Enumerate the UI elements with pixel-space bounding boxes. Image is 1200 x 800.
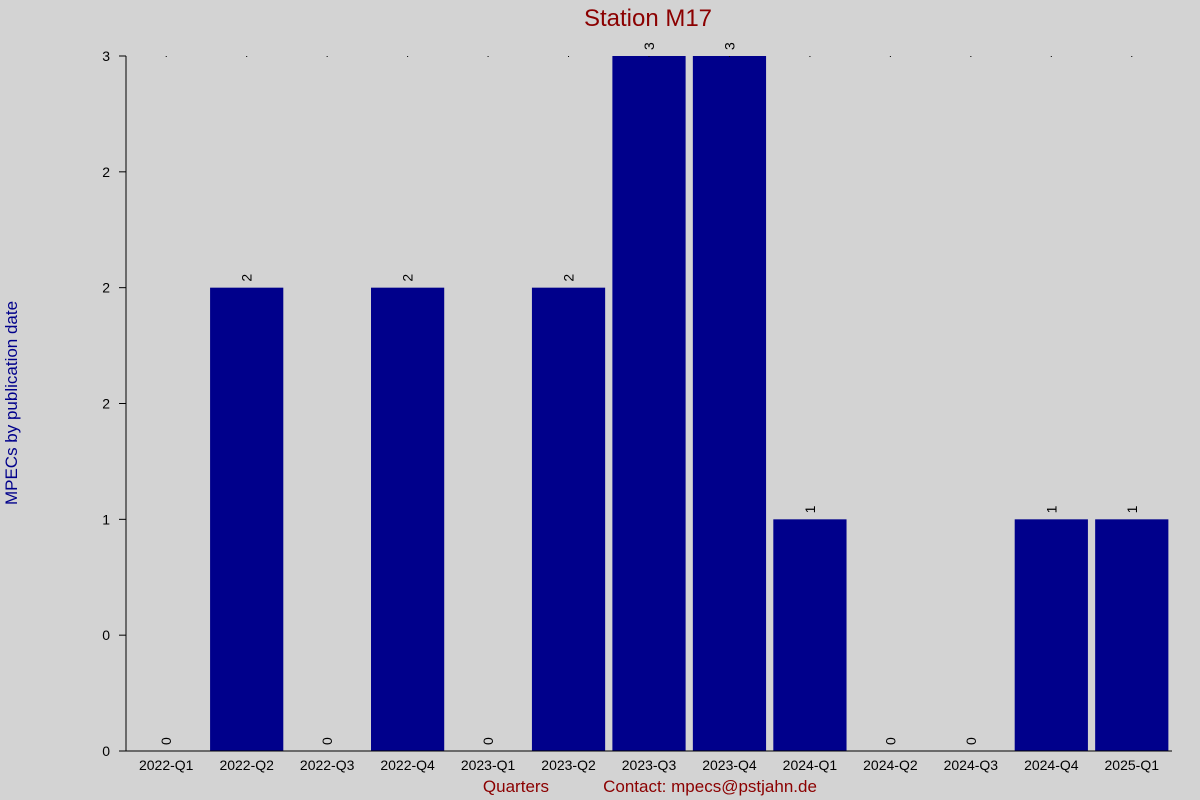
data-label: 2 [400,274,416,282]
data-label: 3 [641,42,657,50]
bar [692,56,767,751]
x-tick-label: 2022-Q4 [380,757,435,773]
bar [1095,519,1169,751]
bar [371,287,445,751]
data-label: 0 [480,737,496,745]
x-tick-label: 2024-Q1 [783,757,838,773]
data-label: 0 [319,737,335,745]
top-tick-dot [487,56,489,57]
y-tick-label: 2 [102,280,110,296]
data-label: 1 [1043,505,1059,513]
y-axis: 0 0 1 2 2 2 3 [102,48,126,759]
x-tick-label: 2024-Q3 [944,757,999,773]
top-tick-dot [1131,56,1133,57]
x-tick-label: 2024-Q4 [1024,757,1079,773]
top-tick-dot [970,56,972,57]
x-tick-label: 2023-Q1 [461,757,516,773]
x-tick-label: 2023-Q2 [541,757,596,773]
bar [612,56,686,751]
y-axis-label: MPECs by publication date [2,301,21,505]
top-tick-dot [165,56,167,57]
data-label: 3 [721,42,737,50]
data-label: 2 [561,274,577,282]
contact-text: Contact: mpecs@pstjahn.de [603,777,817,796]
data-label: 0 [963,737,979,745]
y-tick-label: 0 [102,627,110,643]
x-axis-label: Quarters [483,777,549,796]
data-label: 1 [802,505,818,513]
bar [531,287,606,751]
x-tick-label: 2022-Q1 [139,757,194,773]
x-tick-label: 2022-Q2 [219,757,274,773]
y-tick-label: 0 [102,743,110,759]
top-tick-dot [407,56,409,57]
x-axis: 2022-Q1 2022-Q2 2022-Q3 2022-Q4 2023-Q1 2023-… [139,757,1159,773]
top-tick-dot [326,56,328,57]
top-tick-dot [568,56,570,57]
data-label: 0 [158,737,174,745]
bars: 0 2 0 2 0 2 3 3 1 0 0 1 1 [158,42,1169,751]
top-tick-dot [246,56,248,57]
top-tick-dot [809,56,811,57]
top-tick-dot [728,56,730,57]
x-tick-label: 2024-Q2 [863,757,918,773]
chart-title: Station M17 [584,5,712,32]
top-tick-dot [648,56,650,57]
bar [773,519,847,751]
data-label: 2 [239,274,255,282]
bar [210,287,284,751]
x-tick-label: 2022-Q3 [300,757,355,773]
y-tick-label: 2 [102,396,110,412]
y-tick-label: 1 [102,511,110,527]
y-tick-label: 2 [102,164,110,180]
x-tick-label: 2023-Q4 [702,757,757,773]
bar [1014,519,1088,751]
x-tick-label: 2025-Q1 [1105,757,1160,773]
top-tick-dot [1050,56,1052,57]
top-tick-dot [889,56,891,57]
data-label: 1 [1124,505,1140,513]
y-tick-label: 3 [102,48,110,64]
x-tick-label: 2023-Q3 [622,757,677,773]
data-label: 0 [882,737,898,745]
